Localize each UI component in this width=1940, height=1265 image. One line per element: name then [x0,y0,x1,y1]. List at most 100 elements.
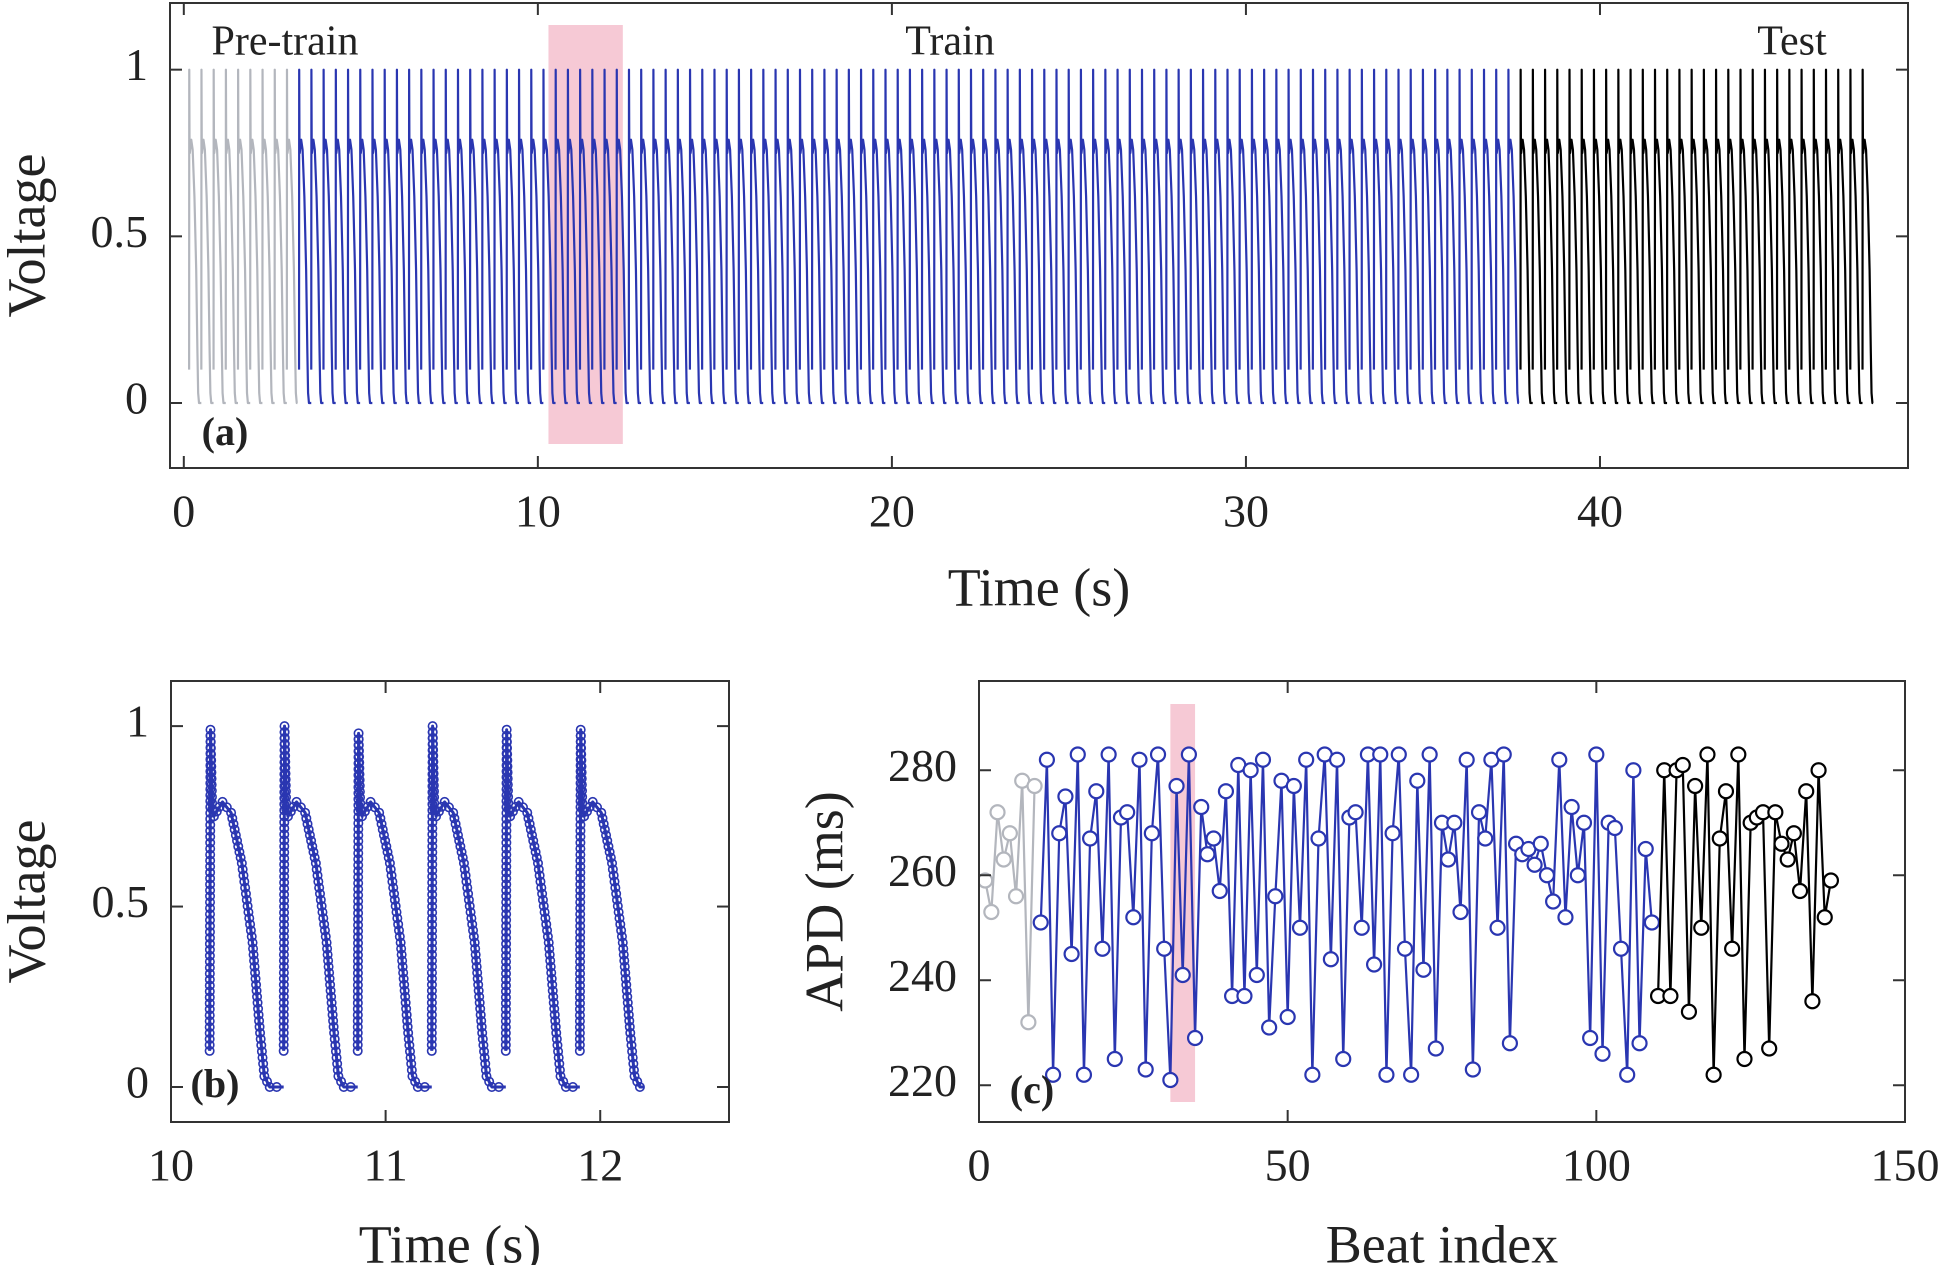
voltage-beat [517,68,532,405]
sample-marker [549,1009,560,1020]
voltage-beat [688,68,703,405]
sample-marker [426,1015,437,1026]
apd-point [979,872,994,889]
sample-marker [576,755,587,766]
sample-marker [426,1045,437,1056]
sample-marker [393,919,404,930]
phase-label: Test [1757,19,1827,65]
sample-marker [279,727,290,738]
sample-marker [575,885,586,896]
sample-marker [428,780,439,791]
sample-marker [555,1071,566,1082]
sample-marker [353,878,364,889]
sample-marker [531,852,542,863]
sample-marker [205,879,216,890]
sample-marker [251,979,262,990]
sample-marker [542,931,553,942]
sample-marker [545,955,556,966]
sample-marker [323,961,334,972]
sample-marker [352,956,363,967]
sample-marker [634,1081,645,1092]
sample-marker [574,1039,585,1050]
apd-point [1063,945,1080,963]
apd-point [1038,751,1056,768]
voltage-beat [1018,68,1032,405]
sample-marker [390,900,401,911]
apd-point [1804,993,1821,1010]
voltage-beat [1214,68,1228,405]
voltage-beat [322,68,336,405]
sample-marker [500,986,511,997]
sample-marker [353,728,364,739]
sample-marker [328,1015,339,1026]
sample-marker [502,755,513,766]
sample-marker [226,807,237,818]
sample-marker [427,871,438,882]
apd-point [1168,777,1185,795]
sample-marker [461,876,472,887]
sample-marker [544,949,555,960]
apd-point [1100,746,1117,763]
sample-marker [428,756,439,767]
sample-marker [354,751,365,762]
sample-marker [353,836,364,847]
x-tick-label: 40 [1577,486,1623,537]
sample-marker [204,980,215,991]
sample-marker [248,943,259,954]
apd-point [1767,804,1784,821]
sample-marker [500,1004,511,1015]
sample-marker [279,871,290,882]
voltage-beat [1714,68,1729,405]
sample-marker [278,1003,289,1014]
sample-marker [550,1015,561,1026]
sample-marker [406,1064,417,1075]
apd-point [1390,746,1407,763]
voltage-beat [1678,68,1692,405]
voltage-beat [762,68,776,405]
sample-marker [426,1003,437,1014]
sample-marker [205,819,216,830]
apd-point [1779,851,1796,868]
apd-point [1798,783,1815,800]
apd-point [1285,777,1302,795]
sample-marker [574,1045,585,1056]
sample-marker [323,955,334,966]
sample-marker [278,931,289,942]
sample-marker [399,985,410,996]
sample-marker [618,943,629,954]
apd-point [1705,1066,1722,1083]
sample-marker [574,1016,585,1027]
sample-marker [525,824,536,835]
sample-marker [353,776,364,787]
sample-marker [500,1028,511,1039]
apd-point [1415,961,1432,978]
voltage-beat [1665,68,1680,405]
sample-marker [472,973,483,984]
sample-marker [280,762,291,773]
voltage-beat [1055,68,1069,405]
apd-point [1538,867,1556,884]
sample-marker [204,938,215,949]
apd-point [1162,1071,1179,1089]
sample-marker [479,1052,490,1063]
sample-marker [548,991,559,1002]
sample-marker [547,985,558,996]
sample-marker [412,1081,423,1092]
apd-point [1001,825,1018,842]
sample-marker [575,944,586,955]
sample-marker [576,767,587,778]
apd-point [1625,762,1642,779]
voltage-beat [1006,68,1020,405]
sample-marker [205,867,216,878]
sample-marker [575,873,586,884]
sample-marker [406,1058,417,1069]
sample-marker [394,931,405,942]
sample-marker [250,967,261,978]
sample-marker [626,1040,637,1051]
sample-marker [279,829,290,840]
voltage-beat [981,68,996,405]
sample-marker [575,825,586,836]
sample-marker [426,961,437,972]
sample-marker [278,991,289,1002]
sample-marker [279,889,290,900]
